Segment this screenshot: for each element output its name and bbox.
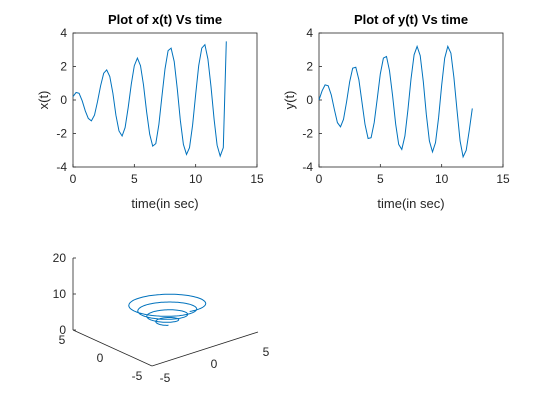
x-tick-label: 0	[316, 172, 323, 186]
z-tick-label: 10	[53, 287, 67, 301]
x-axis-3d	[151, 331, 259, 367]
y3-tick-label: 5	[59, 333, 66, 347]
y3-tick-label: -5	[132, 369, 143, 383]
x-tick-label: 5	[377, 172, 384, 186]
y-tick-label: -2	[56, 127, 67, 141]
y-axis-3d	[72, 329, 153, 367]
y-axis-label: y(t)	[282, 91, 297, 110]
z-tick-label: 0	[59, 323, 66, 337]
y-tick-label: 0	[306, 93, 313, 107]
y-axis-label: x(t)	[36, 91, 51, 110]
x-tick-label: 0	[70, 172, 77, 186]
helix-line	[128, 293, 207, 326]
x-axis-label: time(in sec)	[131, 196, 198, 211]
y-tick-label: -4	[56, 160, 67, 174]
y-tick-label: 2	[306, 60, 313, 74]
x-tick-label: 15	[250, 172, 264, 186]
x-axis-label: time(in sec)	[377, 196, 444, 211]
x3-tick-label: -5	[160, 371, 171, 385]
y-tick-label: -4	[302, 160, 313, 174]
chart-title: Plot of y(t) Vs time	[354, 12, 468, 27]
x-tick-label: 10	[435, 172, 449, 186]
x-tick-label: 5	[131, 172, 138, 186]
series-line	[72, 41, 227, 158]
y-tick-label: 0	[60, 93, 67, 107]
y-tick-label: 4	[306, 26, 313, 40]
chart-title: Plot of x(t) Vs time	[108, 12, 222, 27]
x-tick-label: 10	[189, 172, 203, 186]
plot-area	[318, 32, 504, 168]
x3-tick-label: 0	[211, 357, 218, 371]
z-tick-label: 20	[53, 251, 67, 265]
y-tick-label: 4	[60, 26, 67, 40]
subplot-yt: 0 5 10 15 4 2 0 -2 -4 Plot of y(t) Vs time time(…	[282, 12, 510, 211]
series-line	[318, 44, 473, 159]
y3-tick-label: 0	[97, 351, 104, 365]
y-tick-label: 2	[60, 60, 67, 74]
subplot-xt: 0 5 10 15 4 2 0 -2 -4 Plot of x(t) Vs time time(…	[36, 12, 264, 211]
plot-area	[72, 32, 258, 168]
x-tick-label: 15	[496, 172, 510, 186]
y-tick-label: -2	[302, 127, 313, 141]
x3-tick-label: 5	[263, 345, 270, 359]
